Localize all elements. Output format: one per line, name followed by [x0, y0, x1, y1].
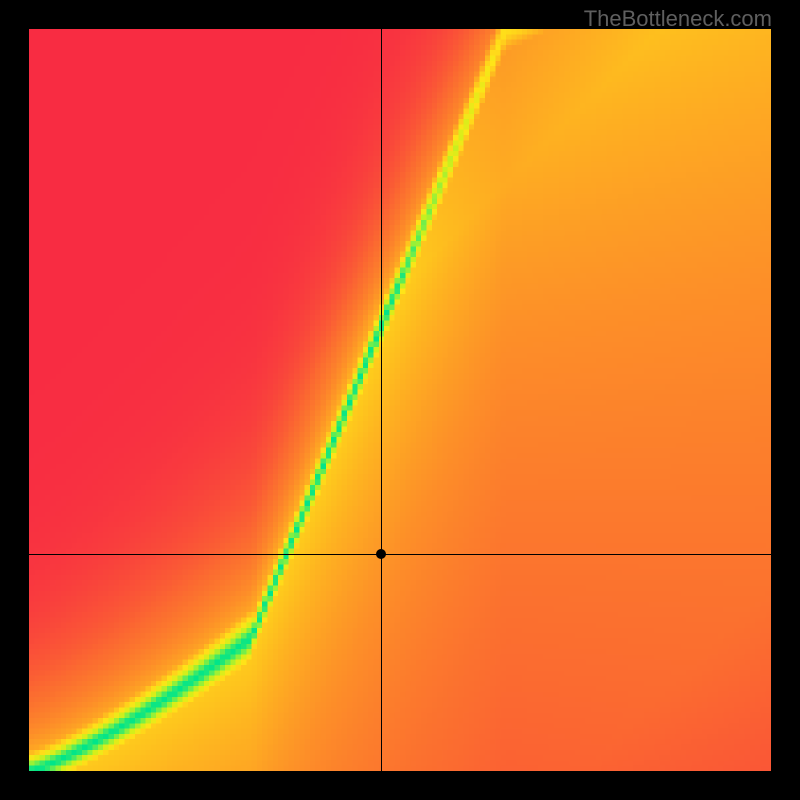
- crosshair-horizontal: [29, 554, 771, 555]
- heatmap-canvas: [29, 29, 771, 771]
- bottleneck-heatmap: [29, 29, 771, 771]
- selection-marker: [376, 549, 386, 559]
- watermark-text: TheBottleneck.com: [584, 6, 772, 32]
- crosshair-vertical: [381, 29, 382, 771]
